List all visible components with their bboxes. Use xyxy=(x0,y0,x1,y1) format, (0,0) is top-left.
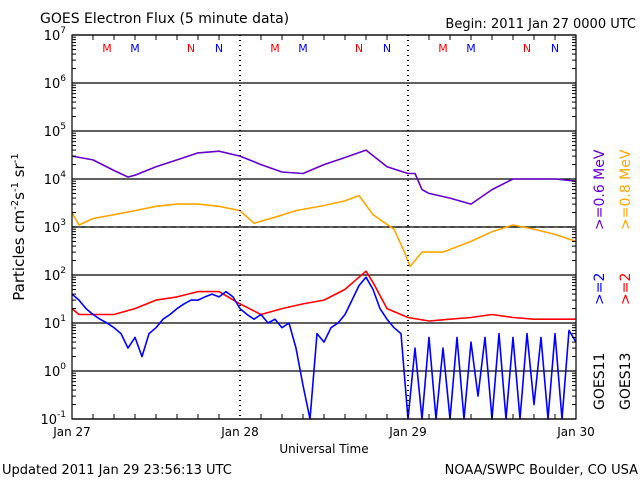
y-tick-base: 10 xyxy=(44,365,61,380)
ylabel-exp1: -2 xyxy=(10,200,21,210)
x-tick-label: Jan 27 xyxy=(52,425,91,439)
legend-sat-goes11: GOES11 xyxy=(592,353,608,410)
y-axis-label: Particles cm-2s-1 sr-1 xyxy=(10,153,28,300)
begin-label: Begin: 2011 Jan 27 0000 UTC xyxy=(445,17,636,32)
y-tick-exponent: 6 xyxy=(60,74,66,84)
ylabel-exp3: -1 xyxy=(10,153,21,163)
series-line-goes13-0-8-mev xyxy=(71,194,577,268)
satellite-marker-n: N xyxy=(523,42,531,55)
series-line-goes13-2-mev xyxy=(71,270,576,322)
ylabel-base: Particles cm xyxy=(10,210,28,301)
y-tick-label: 104 xyxy=(44,170,67,188)
y-tick-label: 102 xyxy=(44,266,66,284)
y-tick-exponent: 2 xyxy=(60,266,66,276)
y-tick-base: 10 xyxy=(44,125,61,140)
credit: NOAA/SWPC Boulder, CO USA xyxy=(445,463,638,478)
y-tick-base: 10 xyxy=(44,269,61,284)
satellite-marker-n: N xyxy=(187,42,195,55)
x-tick-label: Jan 28 xyxy=(220,425,259,439)
y-tick-base: 10 xyxy=(44,77,61,92)
x-axis-label: Universal Time xyxy=(279,442,368,456)
y-tick-base: 10 xyxy=(44,173,61,188)
y-tick-label: 101 xyxy=(44,314,66,332)
satellite-marker-m: M xyxy=(438,42,448,55)
y-tick-exponent: 4 xyxy=(60,170,66,180)
y-tick-label: 10-1 xyxy=(40,410,66,428)
y-tick-base: 10 xyxy=(44,221,61,236)
legend-goes13-08mev: >=0.8 MeV xyxy=(618,149,634,230)
satellite-marker-m: M xyxy=(102,42,112,55)
y-tick-exponent: 0 xyxy=(60,362,66,372)
y-tick-label: 107 xyxy=(44,26,66,44)
chart-title: GOES Electron Flux (5 minute data) xyxy=(40,11,289,27)
y-tick-exponent: 3 xyxy=(60,218,66,228)
y-tick-label: 106 xyxy=(44,74,67,92)
y-tick-base: 10 xyxy=(44,317,61,332)
svg-text:Particles cm-2s-1 sr-1: Particles cm-2s-1 sr-1 xyxy=(10,153,28,300)
ylabel-sr: sr xyxy=(10,162,28,182)
x-tick-label: Jan 29 xyxy=(388,425,427,439)
updated-timestamp: Updated 2011 Jan 29 23:56:13 UTC xyxy=(2,463,232,478)
legend-goes13-2mev: >=2 xyxy=(618,273,634,305)
legend-goes13-06mev: >=0.6 MeV xyxy=(592,149,608,230)
ylabel-s: s xyxy=(10,192,28,200)
legend-goes11-2mev: >=2 xyxy=(592,273,608,305)
y-tick-label: 100 xyxy=(44,362,67,380)
x-tick-label: Jan 30 xyxy=(556,425,595,439)
satellite-marker-n: N xyxy=(215,42,223,55)
series-line-goes11-2-mev xyxy=(71,276,577,420)
y-tick-exponent: 5 xyxy=(60,122,66,132)
y-tick-exponent: -1 xyxy=(57,410,66,420)
satellite-marker-n: N xyxy=(551,42,559,55)
y-tick-label: 103 xyxy=(44,218,66,236)
y-tick-label: 105 xyxy=(44,122,66,140)
satellite-marker-m: M xyxy=(466,42,476,55)
legend-sat-goes13: GOES13 xyxy=(618,353,634,410)
satellite-marker-m: M xyxy=(298,42,308,55)
ylabel-exp2: -1 xyxy=(10,182,21,192)
satellite-marker-m: M xyxy=(270,42,280,55)
satellite-marker-n: N xyxy=(355,42,363,55)
y-tick-exponent: 1 xyxy=(60,314,66,324)
series-line-goes13-0-6-mev xyxy=(71,149,577,205)
legend: GOES11 >=2 >=0.6 MeV GOES13 >=2 >=0.8 Me… xyxy=(592,149,634,410)
satellite-marker-n: N xyxy=(383,42,391,55)
y-tick-base: 10 xyxy=(44,29,61,44)
satellite-marker-m: M xyxy=(130,42,140,55)
y-tick-exponent: 7 xyxy=(60,26,66,36)
y-tick-base: 10 xyxy=(40,413,57,428)
